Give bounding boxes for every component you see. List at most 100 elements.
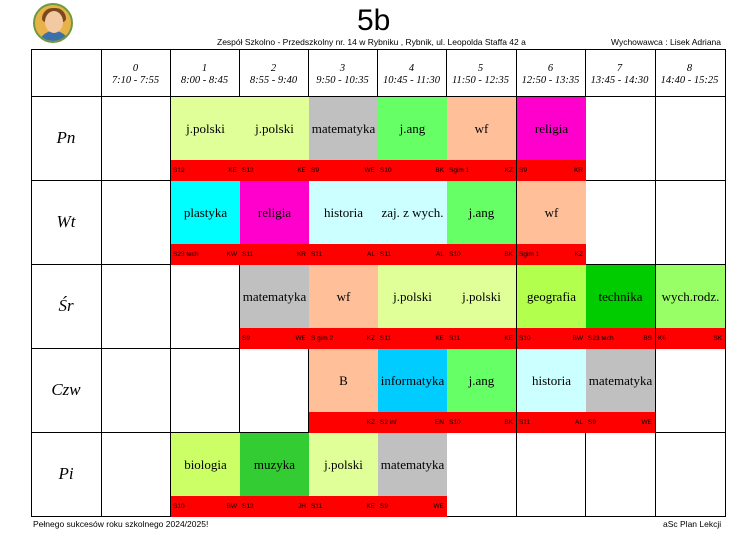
lesson-subject: wf <box>517 181 586 244</box>
lesson-room: S12 <box>173 167 185 174</box>
lesson-card[interactable]: j.ang S10 BK <box>447 349 516 433</box>
lesson-card[interactable]: religia S11 KR <box>240 181 309 265</box>
lesson-teacher: KZ <box>366 419 375 426</box>
lesson-card[interactable]: technika S23 tech BS <box>586 265 655 349</box>
lesson-room: S gim 2 <box>311 335 334 342</box>
lesson-card[interactable]: historia S11 AL <box>517 349 586 433</box>
lesson-card[interactable]: j.polski S12 KE <box>240 97 309 181</box>
homeroom-teacher: Wychowawca : Lisek Adriana <box>611 37 722 47</box>
lesson-card[interactable]: matematyka S9 WE <box>309 97 378 181</box>
footer-message: Pełnego sukcesów roku szkolnego 2024/202… <box>33 519 209 529</box>
lesson-subject: muzyka <box>240 433 309 496</box>
lesson-subject: matematyka <box>586 349 655 412</box>
lesson-subject: j.ang <box>447 349 516 412</box>
lesson-teacher: EN <box>434 419 444 426</box>
lesson-card[interactable]: wf Sgim 1 KZ <box>517 181 586 265</box>
lesson-info-bar: S10 BK <box>447 412 516 433</box>
lesson-info-bar: S10 BK <box>378 160 447 181</box>
lesson-card[interactable]: j.polski S11 KE <box>309 433 378 517</box>
period-number: 2 <box>270 63 277 74</box>
period-header: 4 10:45 - 11:30 <box>377 63 446 87</box>
lesson-subject: zaj. z wych. <box>378 181 447 244</box>
lesson-card[interactable]: geografia S10 BW <box>517 265 586 349</box>
lesson-info-bar: S10 BW <box>517 328 586 349</box>
lesson-info-bar: S gim 2 KZ <box>309 328 378 349</box>
lesson-card[interactable]: B KZ <box>309 349 378 433</box>
lesson-teacher: WE <box>364 167 375 174</box>
lesson-room: S23 tech <box>588 335 614 342</box>
lesson-card[interactable]: biologia S10 BW <box>171 433 240 517</box>
lesson-card[interactable]: j.ang S10 BK <box>447 181 516 265</box>
grid-line-vertical <box>101 49 102 517</box>
lesson-room: S10 <box>449 419 461 426</box>
lesson-info-bar: S11 AL <box>378 244 447 265</box>
lesson-info-bar: S9 WE <box>586 412 655 433</box>
lesson-info-bar: S11 KE <box>447 328 516 349</box>
grid-line-vertical <box>170 49 171 517</box>
lesson-card[interactable]: wf S gim 2 KZ <box>309 265 378 349</box>
lesson-subject: j.polski <box>240 97 309 160</box>
lesson-room: S9 <box>519 167 527 174</box>
lesson-room: S11 <box>242 251 254 258</box>
lesson-card[interactable]: j.polski S11 KE <box>378 265 447 349</box>
lesson-info-bar: S11 KE <box>378 328 447 349</box>
lesson-card[interactable]: matematyka S9 WE <box>586 349 655 433</box>
period-number: 7 <box>616 63 623 74</box>
lesson-info-bar: Sgim 1 KZ <box>447 160 516 181</box>
lesson-card[interactable]: matematyka S9 WE <box>378 433 447 517</box>
lesson-info-bar: S9 WE <box>240 328 309 349</box>
lesson-teacher: WE <box>295 335 306 342</box>
lesson-info-bar: S11 AL <box>517 412 586 433</box>
period-time: 8:55 - 9:40 <box>249 75 298 86</box>
lesson-card[interactable]: j.ang S10 BK <box>378 97 447 181</box>
lesson-room: S11 <box>519 419 531 426</box>
lesson-card[interactable]: informatyka S2 inf EN <box>378 349 447 433</box>
lesson-card[interactable]: zaj. z wych. S11 AL <box>378 181 447 265</box>
lesson-room: S10 <box>380 167 392 174</box>
school-info: Zespół Szkolno - Przedszkolny nr. 14 w R… <box>217 37 526 47</box>
lesson-teacher: JH <box>298 503 306 510</box>
lesson-subject: geografia <box>517 265 586 328</box>
lesson-info-bar: S23 tech BS <box>586 328 655 349</box>
lesson-subject: j.polski <box>447 265 516 328</box>
lesson-card[interactable]: j.polski S11 KE <box>447 265 516 349</box>
lesson-room: K6 <box>658 335 666 342</box>
lesson-card[interactable]: historia S11 AL <box>309 181 378 265</box>
lesson-card[interactable]: wf Sgim 1 KZ <box>447 97 516 181</box>
lesson-info-bar: S9 WE <box>309 160 378 181</box>
lesson-subject: matematyka <box>309 97 378 160</box>
lesson-card[interactable]: j.polski S12 KE <box>171 97 240 181</box>
lesson-teacher: KE <box>435 335 444 342</box>
lesson-subject: plastyka <box>171 181 240 244</box>
period-time: 13:45 - 14:30 <box>590 75 649 86</box>
lesson-card[interactable]: wych.rodz. K6 SK <box>656 265 725 349</box>
lesson-subject: j.polski <box>309 433 378 496</box>
lesson-teacher: BW <box>226 503 237 510</box>
period-time: 7:10 - 7:55 <box>111 75 160 86</box>
lesson-card[interactable]: religia S9 KR <box>517 97 586 181</box>
lesson-card[interactable]: plastyka S23 tech KW <box>171 181 240 265</box>
lesson-room: S9 <box>588 419 596 426</box>
lesson-teacher: WE <box>433 503 444 510</box>
lesson-card[interactable]: matematyka S9 WE <box>240 265 309 349</box>
lesson-teacher: KR <box>573 167 583 174</box>
period-time: 14:40 - 15:25 <box>660 75 719 86</box>
lesson-room: S2 inf <box>380 419 397 426</box>
lesson-info-bar: S9 KR <box>517 160 586 181</box>
lesson-subject: technika <box>586 265 655 328</box>
day-label: Pi <box>58 464 74 483</box>
lesson-subject: j.polski <box>378 265 447 328</box>
lesson-info-bar: S10 BW <box>171 496 240 517</box>
lesson-info-bar: S12 KE <box>171 160 240 181</box>
period-header: 3 9:50 - 10:35 <box>308 63 377 87</box>
lesson-room: Sgim 1 <box>519 251 540 258</box>
lesson-info-bar: K6 SK <box>656 328 725 349</box>
timetable-grid: 0 7:10 - 7:55 1 8:00 - 8:45 2 8:55 - 9:40 3 9:5… <box>31 49 726 517</box>
period-header: 6 12:50 - 13:35 <box>516 63 585 87</box>
logo-figure-face <box>45 11 63 33</box>
period-number: 8 <box>686 63 693 74</box>
lesson-card[interactable]: muzyka S12 JH <box>240 433 309 517</box>
lesson-teacher: AL <box>367 251 375 258</box>
lesson-subject: informatyka <box>378 349 447 412</box>
lesson-room: S9 <box>311 167 319 174</box>
